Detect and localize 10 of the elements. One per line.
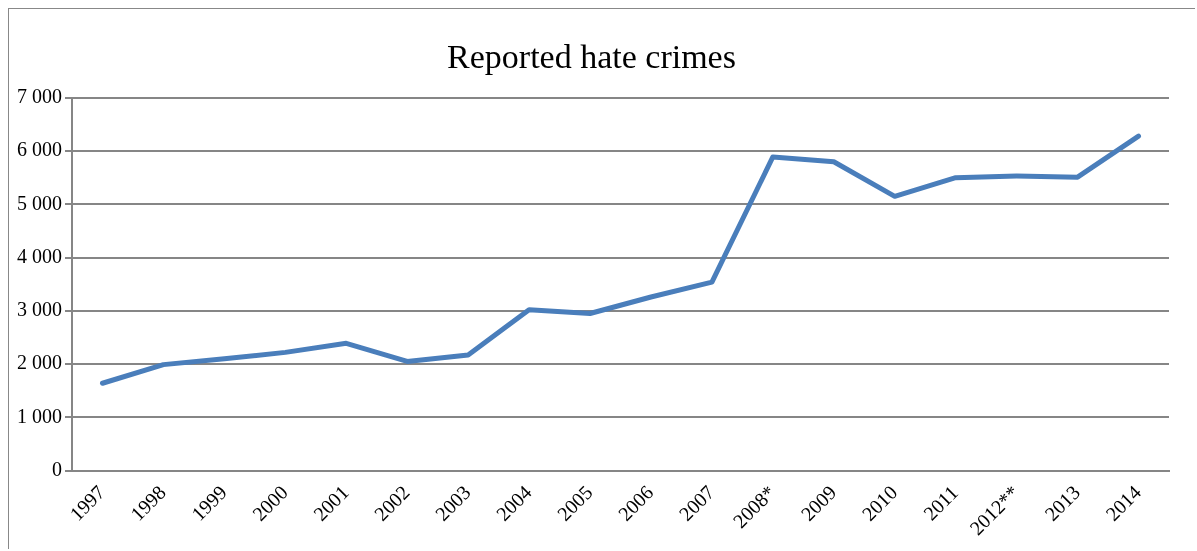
y-tick-label: 3 000: [17, 298, 62, 321]
y-tick-label: 7 000: [17, 85, 62, 108]
y-tick-label: 6 000: [17, 138, 62, 161]
y-tick-label: 0: [52, 457, 62, 480]
y-tick-label: 1 000: [17, 404, 62, 427]
chart-title: Reported hate crimes: [447, 38, 736, 76]
y-tick-label: 4 000: [17, 244, 62, 267]
y-tick-label: 5 000: [17, 191, 62, 214]
y-tick-label: 2 000: [17, 351, 62, 374]
x-tick-label: 2011: [918, 481, 963, 525]
